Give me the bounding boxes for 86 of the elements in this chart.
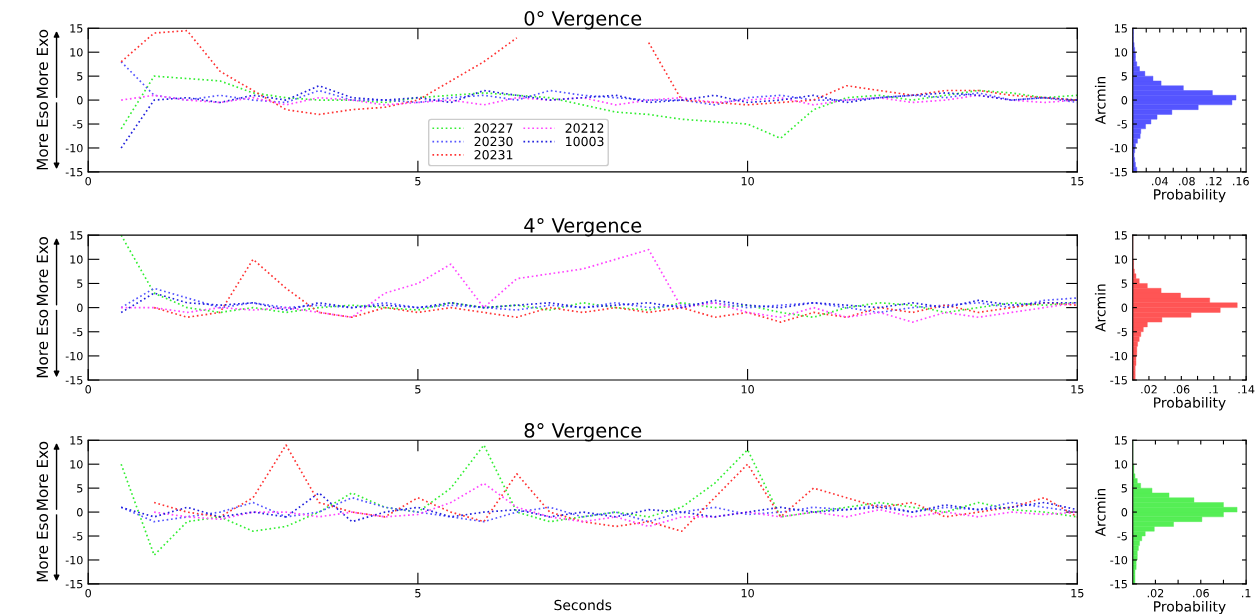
y-tick-label: 10	[1114, 255, 1128, 264]
y-tick-label: 15	[1114, 24, 1127, 33]
x-tick-label: 5	[415, 177, 421, 186]
y-tick-label: 10	[70, 460, 83, 469]
y-tick-label: 5	[1121, 279, 1127, 288]
x-tick-label: .08	[1179, 176, 1195, 186]
y-tick-label: -15	[1110, 168, 1127, 177]
y-tick-label: -15	[65, 580, 83, 589]
chart-title: 4° Vergence	[524, 217, 642, 237]
legend-label: 20230	[474, 136, 513, 147]
y-tick-label: 15	[70, 231, 83, 240]
y-tick-label: -10	[1110, 143, 1128, 153]
y-tick-label: -5	[72, 532, 83, 541]
text: More Exo	[36, 29, 49, 98]
legend-label: 10003	[566, 136, 604, 147]
y-tick-label: -15	[65, 168, 83, 177]
y-tick-label: 0	[1121, 508, 1128, 517]
text: More Exo	[36, 237, 49, 306]
text: More Eso	[36, 309, 49, 378]
y-tick-label: -5	[1117, 532, 1127, 541]
chart-title: 8° Vergence	[524, 423, 642, 442]
chart-title: 0° Vergence	[524, 11, 642, 30]
x-tick-label: .16	[1233, 176, 1249, 186]
x-tick-label: 5	[415, 589, 421, 598]
y-tick-label: 5	[1121, 484, 1127, 493]
y-axis-title: Arcmin	[1094, 284, 1106, 332]
y-tick-label: -5	[72, 327, 83, 337]
y-tick-label: 0	[77, 96, 83, 105]
y-tick-label: 10	[1114, 460, 1128, 469]
x-tick-label: 0	[85, 176, 91, 186]
y-tick-label: -15	[1110, 376, 1127, 385]
x-tick-label: .04	[1152, 176, 1168, 186]
x-axis-title: Probability	[1154, 397, 1226, 411]
x-tick-label: 15	[1071, 385, 1084, 394]
y-tick-label: 10	[70, 48, 83, 57]
legend-label: 20231	[474, 150, 513, 160]
y-tick-label: 0	[1121, 303, 1128, 312]
y-tick-label: -10	[65, 351, 83, 361]
y-tick-label: 0	[77, 303, 83, 312]
legend-label: 20227	[474, 123, 513, 133]
y-tick-label: 0	[77, 508, 83, 517]
y-tick-label: -5	[72, 120, 83, 129]
text: More Exo	[36, 441, 49, 510]
y-tick-label: 15	[70, 24, 83, 33]
x-tick-label: .12	[1206, 176, 1222, 186]
y-tick-label: -10	[1110, 555, 1128, 565]
y-tick-label: 5	[77, 484, 83, 493]
x-axis-title: Seconds	[554, 599, 612, 611]
y-tick-label: -10	[65, 143, 83, 153]
y-tick-label: 15	[1114, 436, 1127, 445]
x-tick-label: .02	[1147, 588, 1164, 598]
y-tick-label: -15	[65, 376, 83, 385]
x-tick-label: 5	[415, 385, 421, 394]
x-tick-label: 15	[1071, 177, 1084, 186]
x-tick-label: .06	[1193, 588, 1209, 598]
x-tick-label: .02	[1141, 385, 1157, 394]
y-tick-label: 10	[1114, 48, 1128, 57]
y-tick-label: 15	[1114, 231, 1127, 240]
y-tick-label: 5	[1121, 72, 1127, 81]
x-axis-title: Probability	[1154, 188, 1226, 203]
y-tick-label: 15	[70, 436, 83, 445]
text: More Eso	[36, 102, 49, 170]
x-tick-label: 10	[741, 588, 754, 598]
text: More Eso	[36, 513, 49, 582]
y-tick-label: 5	[77, 279, 83, 288]
x-axis-title: Probability	[1154, 600, 1226, 614]
x-tick-label: .1	[1242, 589, 1251, 598]
x-tick-label: 15	[1071, 589, 1084, 598]
y-axis-title: Arcmin	[1094, 76, 1106, 125]
x-tick-label: .06	[1173, 385, 1190, 394]
y-tick-label: -5	[1117, 120, 1127, 129]
legend-label: 20212	[565, 123, 604, 133]
y-tick-label: 0	[1121, 96, 1128, 105]
x-tick-label: 10	[741, 176, 754, 186]
x-tick-label: .1	[1209, 385, 1219, 394]
x-tick-label: 0	[85, 385, 91, 394]
y-tick-label: -10	[65, 555, 83, 565]
x-tick-label: .14	[1238, 385, 1255, 394]
y-tick-label: -10	[1110, 351, 1128, 361]
y-axis-title: Arcmin	[1094, 488, 1106, 537]
y-tick-label: -15	[1110, 580, 1127, 589]
x-tick-label: 0	[85, 588, 91, 598]
y-tick-label: 10	[70, 255, 83, 264]
x-tick-label: 10	[741, 385, 754, 394]
y-tick-label: 5	[77, 72, 83, 81]
y-tick-label: -5	[1117, 327, 1127, 337]
